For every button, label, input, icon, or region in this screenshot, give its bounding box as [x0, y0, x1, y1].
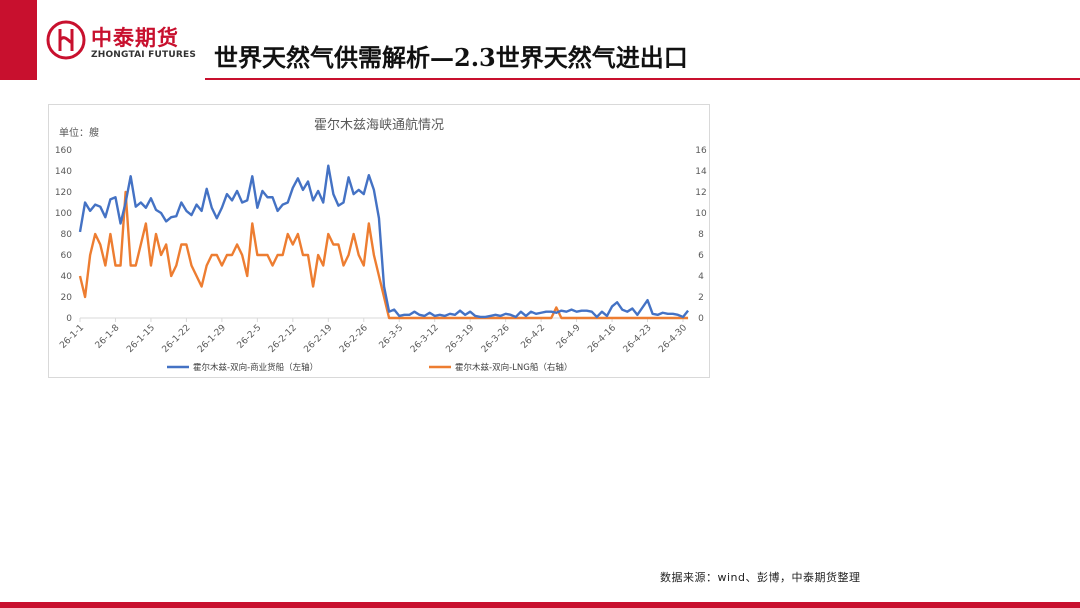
left-tick-label: 140: [55, 167, 72, 177]
left-tick-label: 160: [55, 146, 72, 156]
right-tick-label: 4: [698, 272, 704, 282]
unit-label: 单位：艘: [59, 126, 99, 139]
right-tick-label: 0: [698, 314, 704, 324]
left-tick-label: 60: [61, 251, 73, 261]
series-layer: [78, 164, 690, 320]
logo-chinese-name: 中泰期货: [91, 26, 179, 50]
chart-title: 霍尔木兹海峡通航情况: [314, 117, 444, 133]
x-tick-label: 26-4-16: [586, 323, 618, 355]
footer-accent-bar: [0, 602, 1080, 608]
left-tick-label: 100: [55, 209, 72, 219]
x-tick-label: 26-1-29: [196, 323, 228, 355]
right-tick-label: 12: [695, 188, 706, 198]
x-tick-label: 26-3-19: [444, 323, 476, 355]
left-tick-label: 0: [66, 314, 72, 324]
data-source-note: 数据来源：wind、彭博，中泰期货整理: [660, 571, 861, 584]
x-tick-label: 26-4-30: [657, 323, 689, 355]
x-tick-label: 26-4-9: [555, 323, 583, 351]
left-tick-label: 120: [55, 188, 72, 198]
x-tick-label: 26-1-1: [58, 323, 86, 351]
header-accent-bar: [0, 0, 37, 80]
x-tick-label: 26-4-23: [622, 323, 654, 355]
page-title: 世界天然气供需解析—2.3世界天然气进出口: [214, 43, 688, 72]
left-tick-label: 40: [61, 272, 73, 282]
x-tick-label: 26-2-26: [338, 323, 370, 355]
right-tick-label: 10: [695, 209, 707, 219]
logo-english-name: ZHONGTAI FUTURES: [91, 50, 197, 60]
left-tick-label: 20: [61, 293, 73, 303]
legend-label-orange: 霍尔木兹-双向-LNG船（右轴）: [455, 362, 572, 373]
series-line-lng: [78, 190, 689, 320]
left-tick-label: 80: [61, 230, 73, 240]
x-tick-label: 26-2-19: [302, 323, 334, 355]
right-tick-label: 2: [698, 293, 704, 303]
right-tick-label: 6: [698, 251, 704, 261]
x-tick-label: 26-1-15: [125, 323, 157, 355]
x-tick-label: 26-1-8: [94, 323, 122, 351]
logo-mark-icon: [46, 20, 86, 60]
series-line-cargo: [78, 164, 690, 319]
right-tick-label: 16: [695, 146, 707, 156]
x-tick-label: 26-4-2: [519, 323, 547, 351]
right-tick-label: 14: [695, 167, 707, 177]
x-tick-label: 26-3-5: [377, 323, 405, 351]
legend-label-blue: 霍尔木兹-双向-商业货船（左轴）: [193, 362, 318, 373]
x-tick-label: 26-2-12: [267, 323, 299, 355]
left-axis-ticks: 0 20 40 60 80 100 120 140 160: [55, 146, 72, 324]
x-tick-label: 26-2-5: [236, 323, 264, 351]
right-tick-label: 8: [698, 230, 704, 240]
title-divider: [205, 78, 1080, 80]
legend: 霍尔木兹-双向-商业货船（左轴） 霍尔木兹-双向-LNG船（右轴）: [167, 362, 572, 373]
company-logo: 中泰期货 ZHONGTAI FUTURES: [46, 20, 206, 66]
x-tick-label: 26-1-22: [161, 323, 193, 355]
x-tick-label: 26-3-26: [480, 323, 512, 355]
right-axis-ticks: 0 2 4 6 8 10 12 14 16: [695, 146, 707, 324]
x-axis-ticks: 26-1-1 26-1-8 26-1-15 26-1-22 26-1-29 26-2-5 2…: [58, 318, 689, 355]
x-tick-label: 26-3-12: [409, 323, 441, 355]
